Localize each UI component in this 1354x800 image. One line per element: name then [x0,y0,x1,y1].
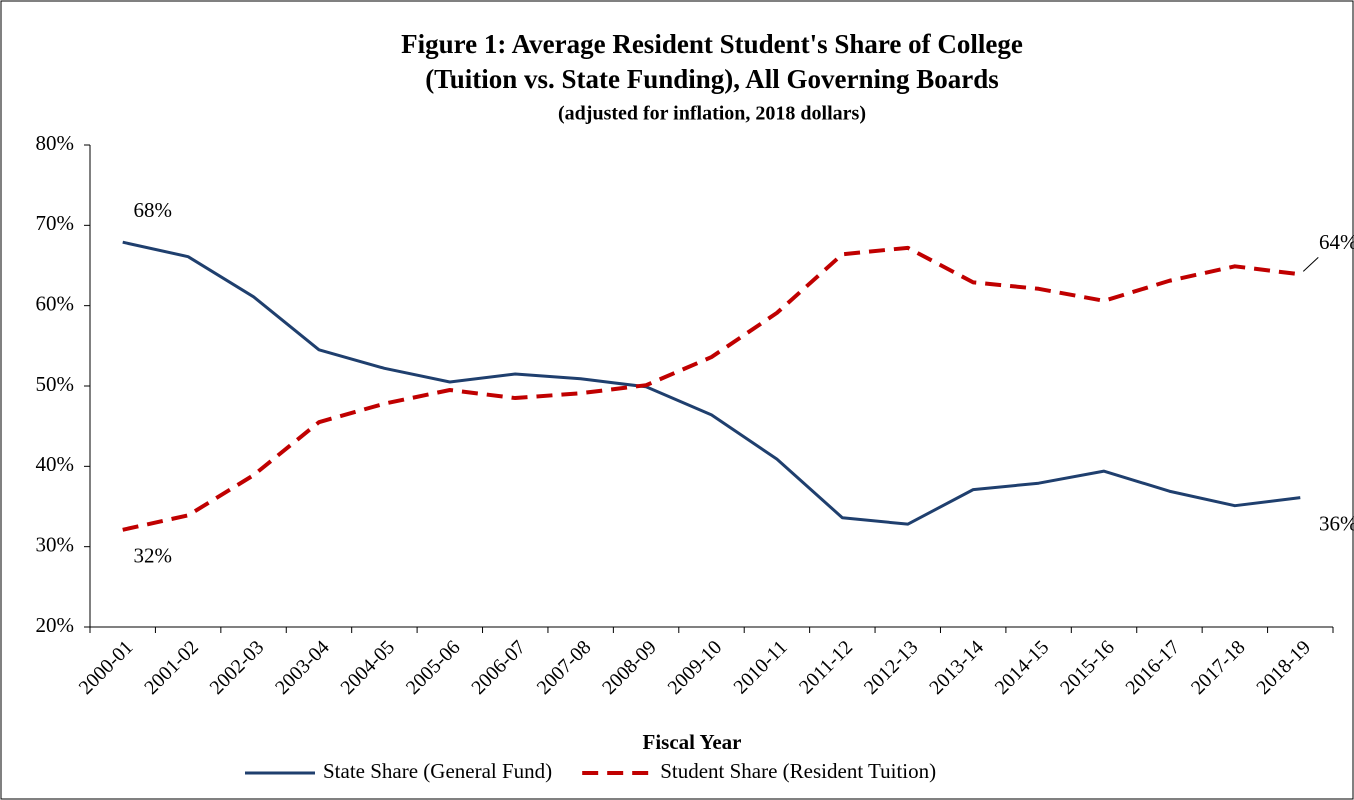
data-label: 36% [1319,511,1354,535]
legend-label: Student Share (Resident Tuition) [660,759,936,783]
chart-title-line-2: (Tuition vs. State Funding), All Governi… [425,64,999,94]
data-label: 32% [133,544,172,568]
y-tick-label: 20% [36,613,75,637]
chart-title: Figure 1: Average Resident Student's Sha… [401,29,1023,59]
label-leader [1302,256,1319,272]
y-tick-label: 80% [36,131,75,155]
y-tick-label: 70% [36,211,75,235]
y-tick-label: 30% [36,532,75,556]
data-label: 64% [1319,230,1354,254]
data-label: 68% [133,198,172,222]
y-tick-label: 40% [36,452,75,476]
x-axis-title: Fiscal Year [643,730,742,754]
legend-label: State Share (General Fund) [323,759,552,783]
chart-subtitle: (adjusted for inflation, 2018 dollars) [558,103,866,125]
series-line [122,245,1301,532]
y-tick-label: 50% [36,372,75,396]
y-tick-label: 60% [36,291,75,315]
series-line [122,240,1301,526]
